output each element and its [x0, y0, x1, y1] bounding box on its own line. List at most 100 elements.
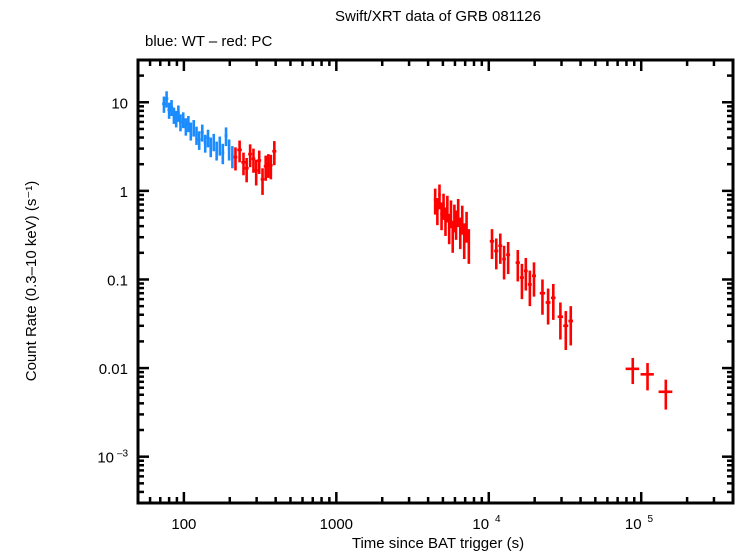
data-point [254, 159, 258, 186]
data-point [224, 127, 228, 147]
data-point [563, 311, 569, 350]
data-point [640, 363, 654, 391]
data-point [221, 143, 225, 165]
data-point [164, 91, 169, 108]
data-point [467, 229, 471, 264]
data-point [233, 147, 238, 171]
data-point [260, 168, 265, 195]
data-point [506, 241, 511, 275]
data-point [531, 262, 536, 297]
data-point [179, 114, 182, 132]
x-axis-label: Time since BAT trigger (s) [352, 535, 524, 552]
x-axis-tick-labels: 100 1000 10 4 10 5 [171, 514, 653, 533]
data-series-pc [233, 140, 673, 410]
svg-text:0.01: 0.01 [99, 361, 128, 378]
data-point [458, 217, 462, 250]
data-point [498, 233, 503, 264]
data-point [523, 257, 528, 291]
data-point [257, 150, 262, 175]
svg-text:10: 10 [472, 516, 489, 533]
data-point [162, 96, 166, 113]
data-point [215, 141, 218, 161]
y-tick-label: 10 [111, 95, 128, 112]
data-point [658, 379, 673, 410]
data-point [197, 131, 201, 150]
data-point [169, 100, 174, 116]
data-point [181, 112, 185, 129]
y-tick-label: 0.01 [99, 361, 128, 378]
data-point [494, 238, 499, 270]
svg-text:5: 5 [647, 514, 653, 525]
data-point [515, 250, 520, 282]
data-point [269, 154, 273, 180]
data-point [187, 115, 190, 133]
data-point [460, 205, 464, 235]
y-tick-label: 1 [120, 184, 128, 201]
data-point [184, 118, 188, 136]
svg-text:–3: –3 [117, 449, 129, 460]
data-point [462, 223, 466, 260]
data-point [218, 136, 222, 156]
y-axis-ticks [138, 58, 733, 505]
data-point [451, 220, 455, 253]
x-tick-label: 100 [171, 516, 196, 533]
svg-text:10: 10 [625, 516, 642, 533]
data-point [272, 141, 277, 166]
data-point [212, 133, 216, 152]
data-point [519, 263, 524, 300]
data-point [192, 120, 196, 137]
data-point [251, 148, 256, 173]
plot-frame [136, 58, 735, 505]
data-point [206, 129, 210, 148]
data-point [551, 283, 556, 320]
data-point [195, 126, 198, 145]
data-series-wt [162, 91, 234, 169]
data-point [433, 188, 437, 215]
svg-text:10: 10 [97, 450, 114, 467]
data-series-group [162, 91, 673, 410]
data-point [189, 122, 193, 141]
x-tick-label: 10 5 [625, 514, 654, 533]
data-point [231, 146, 234, 169]
data-point [241, 152, 246, 176]
x-tick-label: 1000 [320, 516, 353, 533]
chart-title: Swift/XRT data of GRB 081126 [335, 8, 541, 25]
data-point [167, 102, 171, 119]
svg-text:1000: 1000 [320, 516, 353, 533]
data-point [465, 211, 468, 243]
y-tick-label: 10 –3 [97, 449, 128, 467]
data-point [502, 245, 506, 280]
data-point [527, 270, 532, 307]
y-tick-label: 0.1 [107, 272, 128, 289]
svg-text:10: 10 [111, 95, 128, 112]
svg-text:0.1: 0.1 [107, 272, 128, 289]
data-point [227, 139, 231, 161]
data-point [248, 144, 253, 168]
data-point [568, 306, 574, 346]
svg-text:100: 100 [171, 516, 196, 533]
data-point [539, 279, 546, 315]
data-point [263, 155, 268, 181]
svg-text:1: 1 [120, 184, 128, 201]
data-point [442, 193, 445, 220]
data-point [545, 288, 551, 325]
svg-text:4: 4 [495, 514, 501, 525]
data-point [200, 124, 204, 142]
data-point [244, 157, 249, 183]
data-point [557, 302, 564, 340]
data-point [176, 105, 180, 122]
data-point [209, 137, 213, 158]
data-point [203, 134, 207, 153]
data-point [456, 198, 460, 228]
x-tick-label: 10 4 [472, 514, 501, 533]
data-point [438, 184, 441, 210]
data-point [489, 229, 495, 260]
data-point [625, 357, 640, 385]
chart-subtitle-legend: blue: WT – red: PC [145, 33, 272, 50]
data-point [454, 210, 458, 240]
data-point [446, 195, 449, 223]
